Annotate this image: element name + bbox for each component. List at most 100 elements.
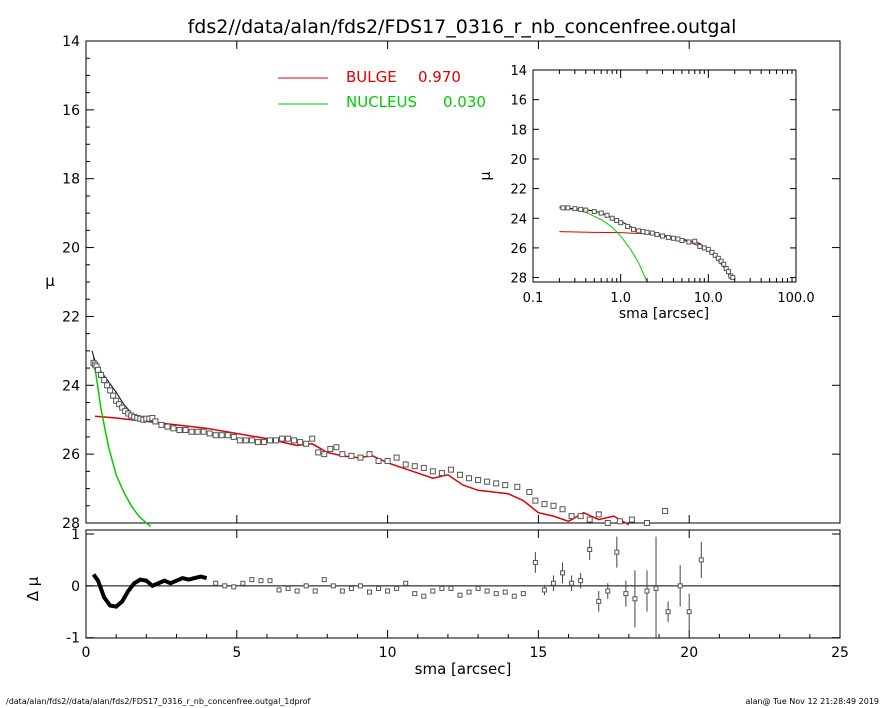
residual-point xyxy=(348,585,354,591)
inset-data-point xyxy=(649,230,655,236)
main-data-point xyxy=(466,475,473,482)
residual-point xyxy=(587,547,593,553)
main-data-point xyxy=(550,502,557,509)
residual-point xyxy=(614,549,620,555)
inset-data-point xyxy=(654,232,660,238)
inset-data-point xyxy=(697,243,703,249)
main-data-point xyxy=(339,451,346,458)
main-data-point xyxy=(194,428,201,435)
residual-point xyxy=(267,578,273,584)
main-data-point xyxy=(333,444,340,451)
residual-point xyxy=(677,583,683,589)
inset-data-point xyxy=(636,228,642,234)
inset-data-point xyxy=(715,255,721,261)
inset-data-point xyxy=(609,215,615,221)
main-data-point xyxy=(107,387,114,394)
main-data-point xyxy=(236,437,243,444)
residual-point xyxy=(475,585,481,591)
legend-bulge-value: 0.970 xyxy=(418,68,461,86)
main-data-point xyxy=(595,511,602,518)
main-data-point xyxy=(475,476,482,483)
residual-point xyxy=(644,588,650,594)
main-data-point xyxy=(384,458,391,465)
main-y-tick-label: 28 xyxy=(62,516,80,532)
inset-data-point xyxy=(625,223,631,229)
inset-data-point xyxy=(618,220,624,226)
residual-point xyxy=(698,557,704,563)
x-tick-label: 15 xyxy=(529,645,547,661)
legend-nucleus-label: NUCLEUS xyxy=(346,93,417,111)
residual-point xyxy=(578,578,584,584)
main-data-point xyxy=(559,506,566,513)
residual-point xyxy=(541,587,547,593)
inset-y-tick-label: 24 xyxy=(510,212,527,227)
main-data-point xyxy=(357,454,364,461)
residual-point xyxy=(394,585,400,591)
main-data-point xyxy=(242,437,249,444)
residual-point xyxy=(550,580,556,586)
main-data-point xyxy=(95,366,102,373)
legend-nucleus-value: 0.030 xyxy=(443,93,486,111)
main-data-point xyxy=(218,432,225,439)
residual-point xyxy=(560,570,566,576)
residual-point xyxy=(330,583,336,589)
main-data-point xyxy=(285,435,292,442)
residual-point xyxy=(430,588,436,594)
main-data-point xyxy=(616,518,623,525)
main-data-point xyxy=(101,377,108,384)
residual-point xyxy=(623,591,629,597)
main-data-point xyxy=(366,451,373,458)
residual-point xyxy=(276,587,282,593)
inset-data-point xyxy=(598,210,604,216)
main-data-point xyxy=(526,489,533,496)
residual-plot-frame xyxy=(85,529,841,639)
inset-data-point xyxy=(604,212,610,218)
residual-point xyxy=(231,584,237,590)
main-model-line xyxy=(91,350,147,422)
residual-point xyxy=(605,588,611,594)
main-data-point xyxy=(279,435,286,442)
chart-title: fds2//data/alan/fds2/FDS17_0316_r_nb_con… xyxy=(188,16,737,38)
main-data-point xyxy=(110,392,117,399)
inset-y-tick-label: 26 xyxy=(510,242,527,257)
main-data-point xyxy=(200,428,207,435)
inset-data-point xyxy=(679,237,685,243)
inset-data-point xyxy=(705,246,711,252)
inset-y-tick-label: 20 xyxy=(510,153,527,168)
footer-right: alan@ Tue Nov 12 21:28:49 2019 xyxy=(745,697,879,706)
inset-data-point xyxy=(578,206,584,212)
x-tick-label: 20 xyxy=(680,645,698,661)
main-y-tick-label: 18 xyxy=(62,172,80,188)
residual-point xyxy=(412,591,418,597)
main-data-point xyxy=(493,480,500,487)
residual-point xyxy=(376,585,382,591)
inset-y-tick-label: 16 xyxy=(510,94,527,109)
main-data-point xyxy=(152,418,159,425)
inset-data-point xyxy=(644,229,650,235)
main-data-point xyxy=(586,516,593,523)
residual-point xyxy=(439,585,445,591)
main-data-point xyxy=(164,423,171,430)
residual-point xyxy=(339,588,345,594)
inset-data-point xyxy=(659,233,665,239)
residual-point xyxy=(285,585,291,591)
inset-y-tick-label: 18 xyxy=(510,123,527,138)
main-data-point xyxy=(170,425,177,432)
main-data-point xyxy=(254,439,261,446)
residual-point xyxy=(502,589,508,595)
inset-data-point xyxy=(630,226,636,232)
inset-data-point xyxy=(712,252,718,258)
inset-data-point xyxy=(692,238,698,244)
residual-point xyxy=(665,609,671,615)
main-y-tick-label: 16 xyxy=(62,103,80,119)
main-data-point xyxy=(188,428,195,435)
inset-data-point xyxy=(591,209,597,215)
inset-x-tick-label: 0.1 xyxy=(523,291,544,306)
inset-data-point xyxy=(701,245,707,251)
residual-curve xyxy=(91,573,208,609)
x-axis-label: sma [arcsec] xyxy=(415,660,512,678)
residual-point xyxy=(240,580,246,586)
legend-bulge-label: BULGE xyxy=(346,68,397,86)
footer-left: /data/alan/fds2//data/alan/fds2/FDS17_03… xyxy=(6,697,311,706)
inset-data-point xyxy=(572,206,578,212)
